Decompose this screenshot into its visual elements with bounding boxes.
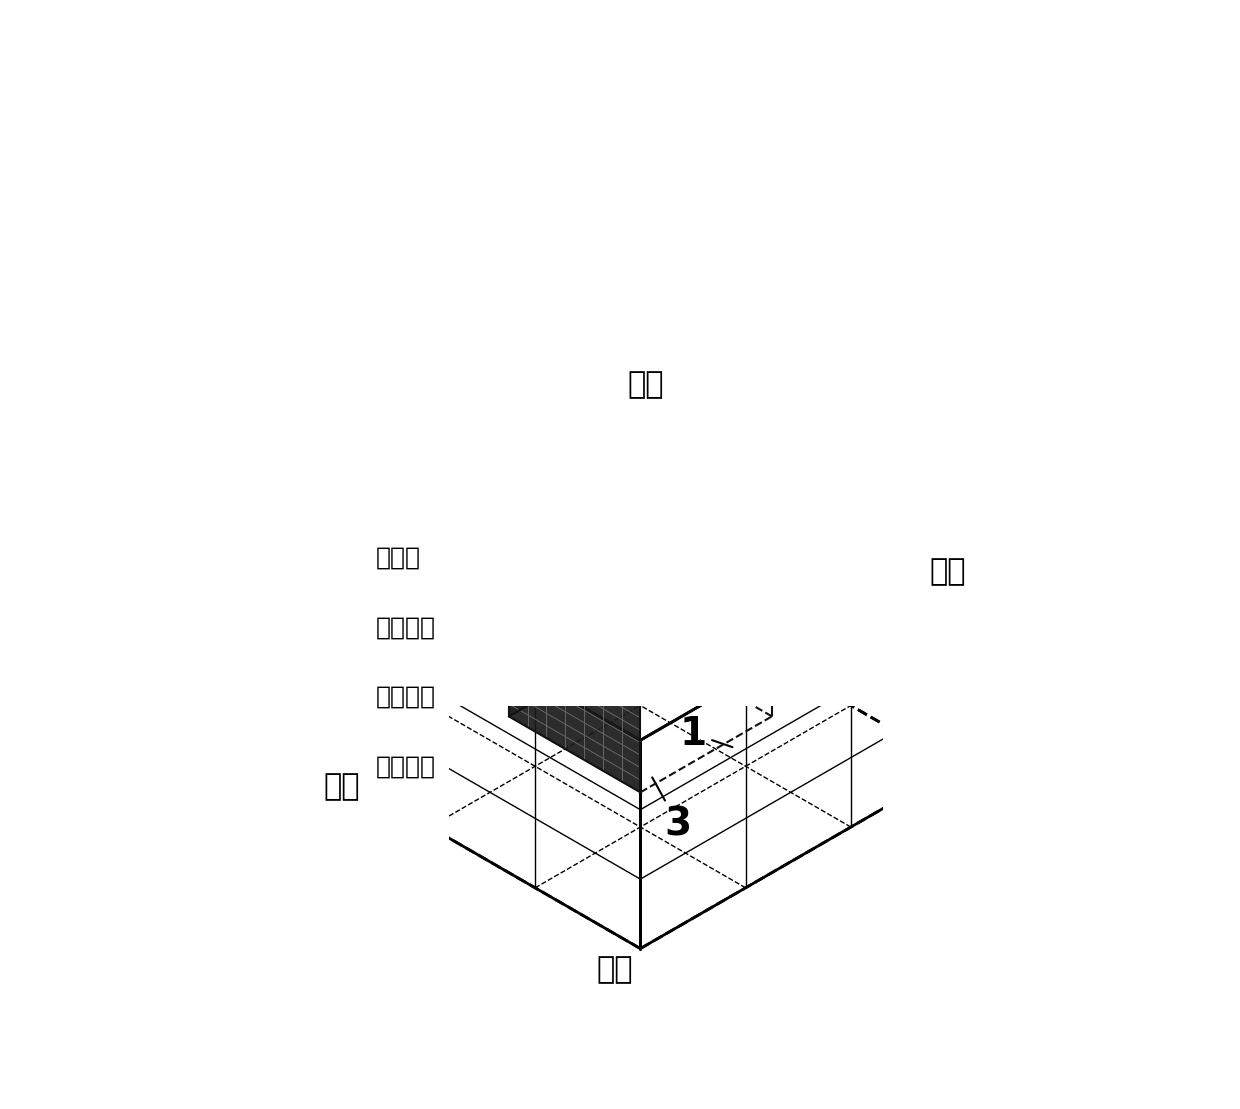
Polygon shape [508, 630, 640, 792]
Polygon shape [577, 600, 682, 660]
Polygon shape [508, 553, 773, 705]
Polygon shape [508, 553, 640, 716]
Text: 3: 3 [652, 777, 692, 844]
Text: 新鲜基岩: 新鲜基岩 [376, 754, 435, 779]
Text: 右岸: 右岸 [596, 955, 632, 984]
Text: 弱风化层: 弱风化层 [376, 685, 435, 709]
Text: 1: 1 [680, 714, 733, 753]
Text: 左岸: 左岸 [627, 369, 663, 399]
Text: 強风化层: 強风化层 [376, 615, 435, 640]
Polygon shape [577, 630, 630, 681]
Text: 上游: 上游 [929, 558, 966, 587]
Text: 下游: 下游 [324, 773, 361, 802]
Polygon shape [577, 600, 630, 651]
Text: 覆盖层: 覆盖层 [376, 546, 420, 570]
